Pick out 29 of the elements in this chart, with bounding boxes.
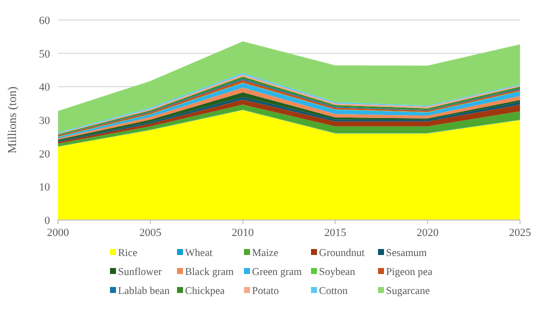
y-tick-label: 40 [39,82,50,94]
x-tick-label: 2005 [139,227,162,239]
legend-label: Soybean [319,267,356,278]
legend-label: Wheat [185,248,212,259]
legend-label: Cotton [319,286,348,297]
x-tick-label: 2020 [416,227,440,239]
x-tick-label: 2025 [509,227,532,239]
legend-label: Chickpea [185,286,225,297]
y-tick-label: 60 [39,15,50,27]
legend-label: Groundnut [319,248,365,259]
x-tick-label: 2010 [232,227,254,239]
legend-label: Sesamum [386,248,427,259]
y-tick-label: 30 [39,115,50,127]
y-tick-label: 10 [39,182,50,194]
legend-label: Potato [252,286,279,297]
legend-label: Lablab bean [118,286,170,297]
x-tick-label: 2015 [324,227,347,239]
legend-label: Pigeon pea [386,267,433,278]
legend-label: Sugarcane [386,286,430,297]
legend-label: Maize [252,248,279,259]
y-tick-label: 20 [39,148,50,160]
legend-label: Rice [118,248,138,259]
y-tick-label: 0 [44,215,50,227]
legend-label: Green gram [252,267,302,278]
legend-label: Sunflower [118,267,162,278]
legend-label: Black gram [185,267,234,278]
x-tick-label: 2000 [47,227,70,239]
y-tick-label: 50 [39,48,50,60]
y-axis-title: Millions (ton) [5,86,19,154]
